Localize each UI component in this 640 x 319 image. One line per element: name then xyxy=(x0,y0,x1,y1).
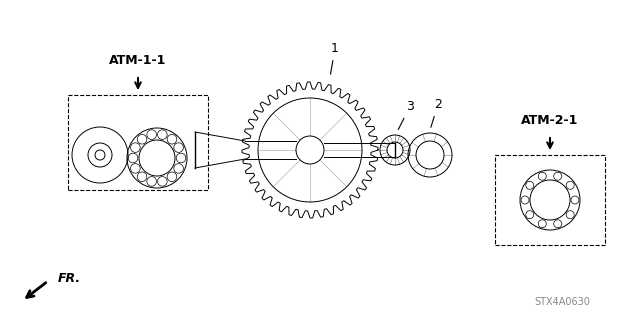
Bar xyxy=(68,95,208,190)
Text: FR.: FR. xyxy=(58,272,81,286)
Bar xyxy=(495,155,605,245)
Text: 2: 2 xyxy=(431,98,442,127)
Text: 1: 1 xyxy=(330,42,339,74)
Text: ATM-1-1: ATM-1-1 xyxy=(109,54,166,67)
Text: STX4A0630: STX4A0630 xyxy=(534,297,590,307)
Text: 3: 3 xyxy=(398,100,414,130)
Text: ATM-2-1: ATM-2-1 xyxy=(522,114,579,127)
